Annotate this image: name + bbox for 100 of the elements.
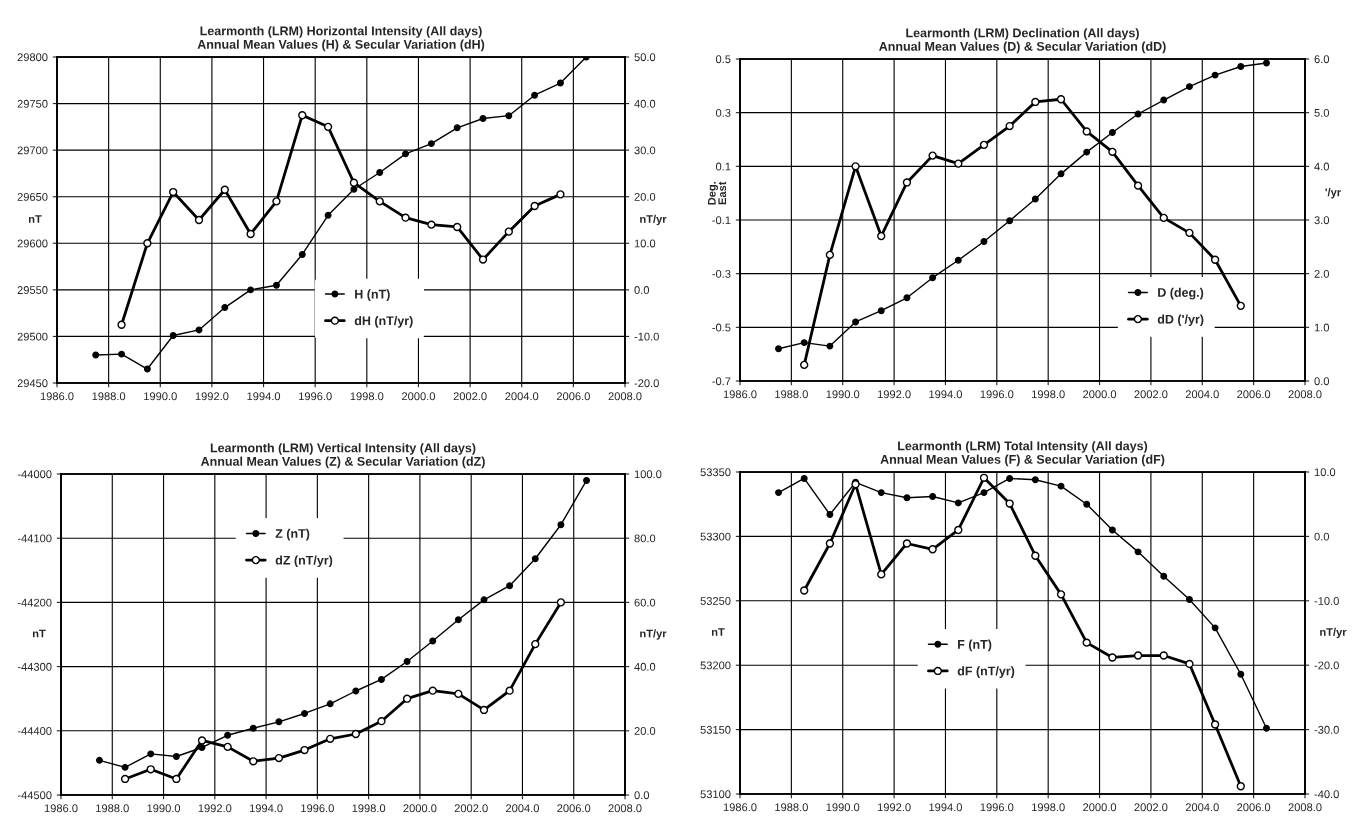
y2-tick-label: -10.0	[634, 332, 659, 341]
y-tick-label: 29450	[17, 379, 48, 388]
chart-title: Learmonth (LRM) Vertical Intensity (All days) Annual Mean Values (Z) & Secular Variation (dZ)	[200, 443, 485, 469]
point	[826, 342, 834, 350]
point	[1005, 499, 1014, 508]
x-tick-label: 2002.0	[1134, 390, 1168, 399]
point	[902, 539, 912, 548]
point	[504, 227, 513, 236]
point	[120, 774, 130, 784]
point	[826, 511, 834, 518]
point	[272, 281, 280, 289]
point	[1083, 500, 1091, 508]
point	[556, 79, 564, 87]
y2-tick-label: 0.0	[1314, 377, 1330, 386]
point	[1108, 653, 1117, 662]
point	[324, 211, 332, 219]
point	[376, 169, 384, 176]
x-tick-label: 2004.0	[505, 392, 539, 401]
point	[531, 555, 539, 563]
chart-title: Learmonth (LRM) Horizontal Intensity (All days) Annual Mean Values (H) & Secular Variation (dH)	[197, 26, 485, 52]
point	[583, 476, 591, 484]
legend-label: D (deg.)	[1158, 287, 1204, 300]
y-tick-label: 53100	[700, 790, 731, 799]
legend-label: F (nT)	[958, 639, 992, 652]
chart-title: Learmonth (LRM) Total Intensity (All days) Annual Mean Values (F) & Secular Variation (dF)	[880, 441, 1165, 467]
point	[143, 239, 152, 248]
y-tick-label: 53300	[700, 532, 731, 541]
point	[117, 320, 126, 329]
y2-tick-label: 0.0	[1314, 532, 1330, 541]
x-tick-label: 1992.0	[198, 804, 232, 813]
y-tick-label: 29550	[17, 286, 48, 294]
legend-label: dZ (nT/yr)	[275, 555, 333, 568]
y-tick-label: 29650	[17, 192, 48, 201]
y-axis-title: nT	[28, 215, 42, 223]
point	[169, 332, 177, 339]
point	[1236, 782, 1245, 791]
y2-tick-label: 40.0	[634, 99, 656, 108]
point	[453, 124, 461, 132]
x-tick-label: 1988.0	[96, 804, 129, 813]
point	[220, 185, 229, 194]
point	[402, 694, 412, 703]
x-tick-label: 2004.0	[1185, 390, 1219, 399]
x-tick-label: 1992.0	[195, 392, 229, 401]
point	[1185, 596, 1193, 603]
y2-axis-title: '/yr	[1325, 188, 1341, 199]
x-tick-label: 1990.0	[147, 804, 181, 813]
y2-tick-label: 2.0	[1314, 269, 1330, 278]
point	[224, 731, 232, 739]
x-tick-label: 1986.0	[44, 804, 78, 813]
point	[377, 717, 386, 726]
point	[775, 489, 782, 497]
y-tick-label: -0.5	[712, 323, 731, 332]
y2-axis-title: nT/yr	[640, 629, 667, 640]
x-tick-label: 1990.0	[826, 390, 860, 399]
point	[478, 255, 488, 264]
point	[1006, 217, 1014, 225]
y2-axis-title: nT/yr	[1320, 627, 1347, 639]
y-tick-label: -44200	[17, 598, 52, 607]
x-tick-label: 1996.0	[301, 804, 334, 813]
y2-tick-label: 0.0	[634, 791, 650, 800]
y-tick-label: 53350	[700, 468, 731, 477]
point	[249, 724, 257, 732]
y2-tick-label: 10.0	[1314, 468, 1336, 477]
x-tick-label: 1994.0	[247, 392, 281, 401]
y-tick-label: 29700	[17, 146, 48, 155]
y2-tick-label: -20.0	[634, 379, 659, 388]
point	[351, 729, 360, 739]
y-tick-label: -44100	[17, 534, 52, 543]
point	[300, 745, 309, 755]
point	[903, 494, 911, 502]
point	[1031, 97, 1040, 107]
legend-label: dH (nT/yr)	[354, 315, 413, 328]
point	[249, 757, 258, 766]
point	[1210, 255, 1220, 264]
x-tick-label: 2000.0	[1083, 803, 1117, 812]
point	[825, 539, 835, 548]
x-tick-label: 1998.0	[350, 392, 384, 401]
point	[1056, 95, 1066, 104]
y2-tick-label: -40.0	[1314, 790, 1339, 799]
point	[980, 489, 988, 497]
point	[1082, 127, 1091, 136]
point	[95, 756, 103, 764]
point	[531, 639, 540, 649]
x-tick-label: 1990.0	[144, 392, 177, 401]
point	[1108, 526, 1116, 534]
point	[531, 91, 539, 99]
y-tick-label: 29500	[17, 332, 48, 341]
legend-label: dF (nT/yr)	[957, 666, 1015, 678]
y2-tick-label: -20.0	[1314, 661, 1339, 670]
point	[1263, 59, 1270, 67]
y-tick-label: 29600	[17, 239, 48, 248]
legend-label: dD ('/yr)	[1157, 314, 1204, 327]
y2-tick-label: 50.0	[634, 53, 656, 62]
x-tick-label: 2000.0	[1083, 390, 1117, 399]
y-axis-title: Deg. East	[708, 181, 727, 205]
x-tick-label: 2006.0	[1237, 390, 1271, 399]
x-tick-label: 1998.0	[352, 804, 386, 813]
point	[427, 140, 435, 148]
point	[851, 162, 860, 171]
x-tick-label: 2004.0	[506, 804, 540, 813]
